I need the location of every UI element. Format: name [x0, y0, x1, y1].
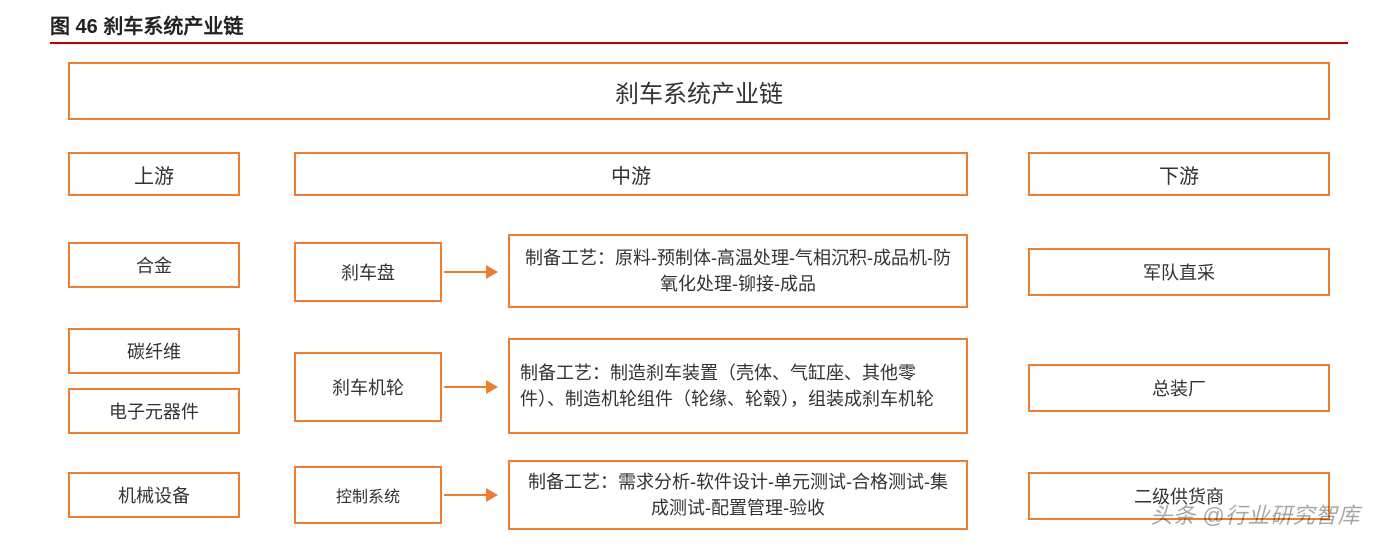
downstream-item-2: 二级供货商: [1028, 472, 1330, 520]
upstream-item-3: 机械设备: [68, 472, 240, 518]
mid-component-2: 控制系统: [294, 466, 442, 524]
stage-header-midstream-label: 中游: [611, 160, 651, 189]
upstream-item-0-label: 合金: [136, 252, 172, 278]
upstream-item-2: 电子元器件: [68, 388, 240, 434]
chain-title-box: 刹车系统产业链: [68, 62, 1330, 120]
stage-header-midstream: 中游: [294, 152, 968, 196]
mid-component-2-label: 控制系统: [336, 483, 400, 507]
mid-component-1-label: 刹车机轮: [332, 374, 404, 400]
mid-process-2: 制备工艺：需求分析-软件设计-单元测试-合格测试-集成测试-配置管理-验收: [508, 460, 968, 530]
mid-process-1-text: 制备工艺：制造刹车装置（壳体、气缸座、其他零件）、制造机轮组件（轮缘、轮毂），组…: [520, 360, 956, 412]
upstream-item-3-label: 机械设备: [118, 482, 190, 508]
downstream-item-2-label: 二级供货商: [1134, 483, 1224, 509]
downstream-item-1: 总装厂: [1028, 364, 1330, 412]
mid-component-1: 刹车机轮: [294, 352, 442, 422]
downstream-item-0-label: 军队直采: [1143, 259, 1215, 285]
mid-component-0: 刹车盘: [294, 242, 442, 302]
stage-header-downstream: 下游: [1028, 152, 1330, 196]
mid-process-0: 制备工艺：原料-预制体-高温处理-气相沉积-成品机-防氧化处理-铆接-成品: [508, 234, 968, 308]
mid-process-1: 制备工艺：制造刹车装置（壳体、气缸座、其他零件）、制造机轮组件（轮缘、轮毂），组…: [508, 338, 968, 434]
upstream-item-1: 碳纤维: [68, 328, 240, 374]
upstream-item-1-label: 碳纤维: [127, 338, 181, 364]
stage-header-upstream-label: 上游: [134, 160, 174, 189]
upstream-item-2-label: 电子元器件: [109, 398, 199, 424]
chain-title-text: 刹车系统产业链: [615, 74, 783, 109]
arrow-2: [444, 494, 496, 496]
mid-component-0-label: 刹车盘: [341, 259, 395, 285]
arrow-0: [444, 271, 496, 273]
downstream-item-1-label: 总装厂: [1152, 375, 1206, 401]
mid-process-2-text: 制备工艺：需求分析-软件设计-单元测试-合格测试-集成测试-配置管理-验收: [520, 469, 956, 521]
stage-header-upstream: 上游: [68, 152, 240, 196]
mid-process-0-text: 制备工艺：原料-预制体-高温处理-气相沉积-成品机-防氧化处理-铆接-成品: [520, 245, 956, 297]
stage-header-downstream-label: 下游: [1159, 160, 1199, 189]
figure-title: 图 46 刹车系统产业链: [50, 10, 1348, 44]
arrow-1: [444, 386, 496, 388]
downstream-item-0: 军队直采: [1028, 248, 1330, 296]
diagram-stage: 刹车系统产业链 上游 中游 下游 合金 碳纤维 电子元器件 机械设备 刹车盘 刹…: [68, 62, 1330, 556]
upstream-item-0: 合金: [68, 242, 240, 288]
